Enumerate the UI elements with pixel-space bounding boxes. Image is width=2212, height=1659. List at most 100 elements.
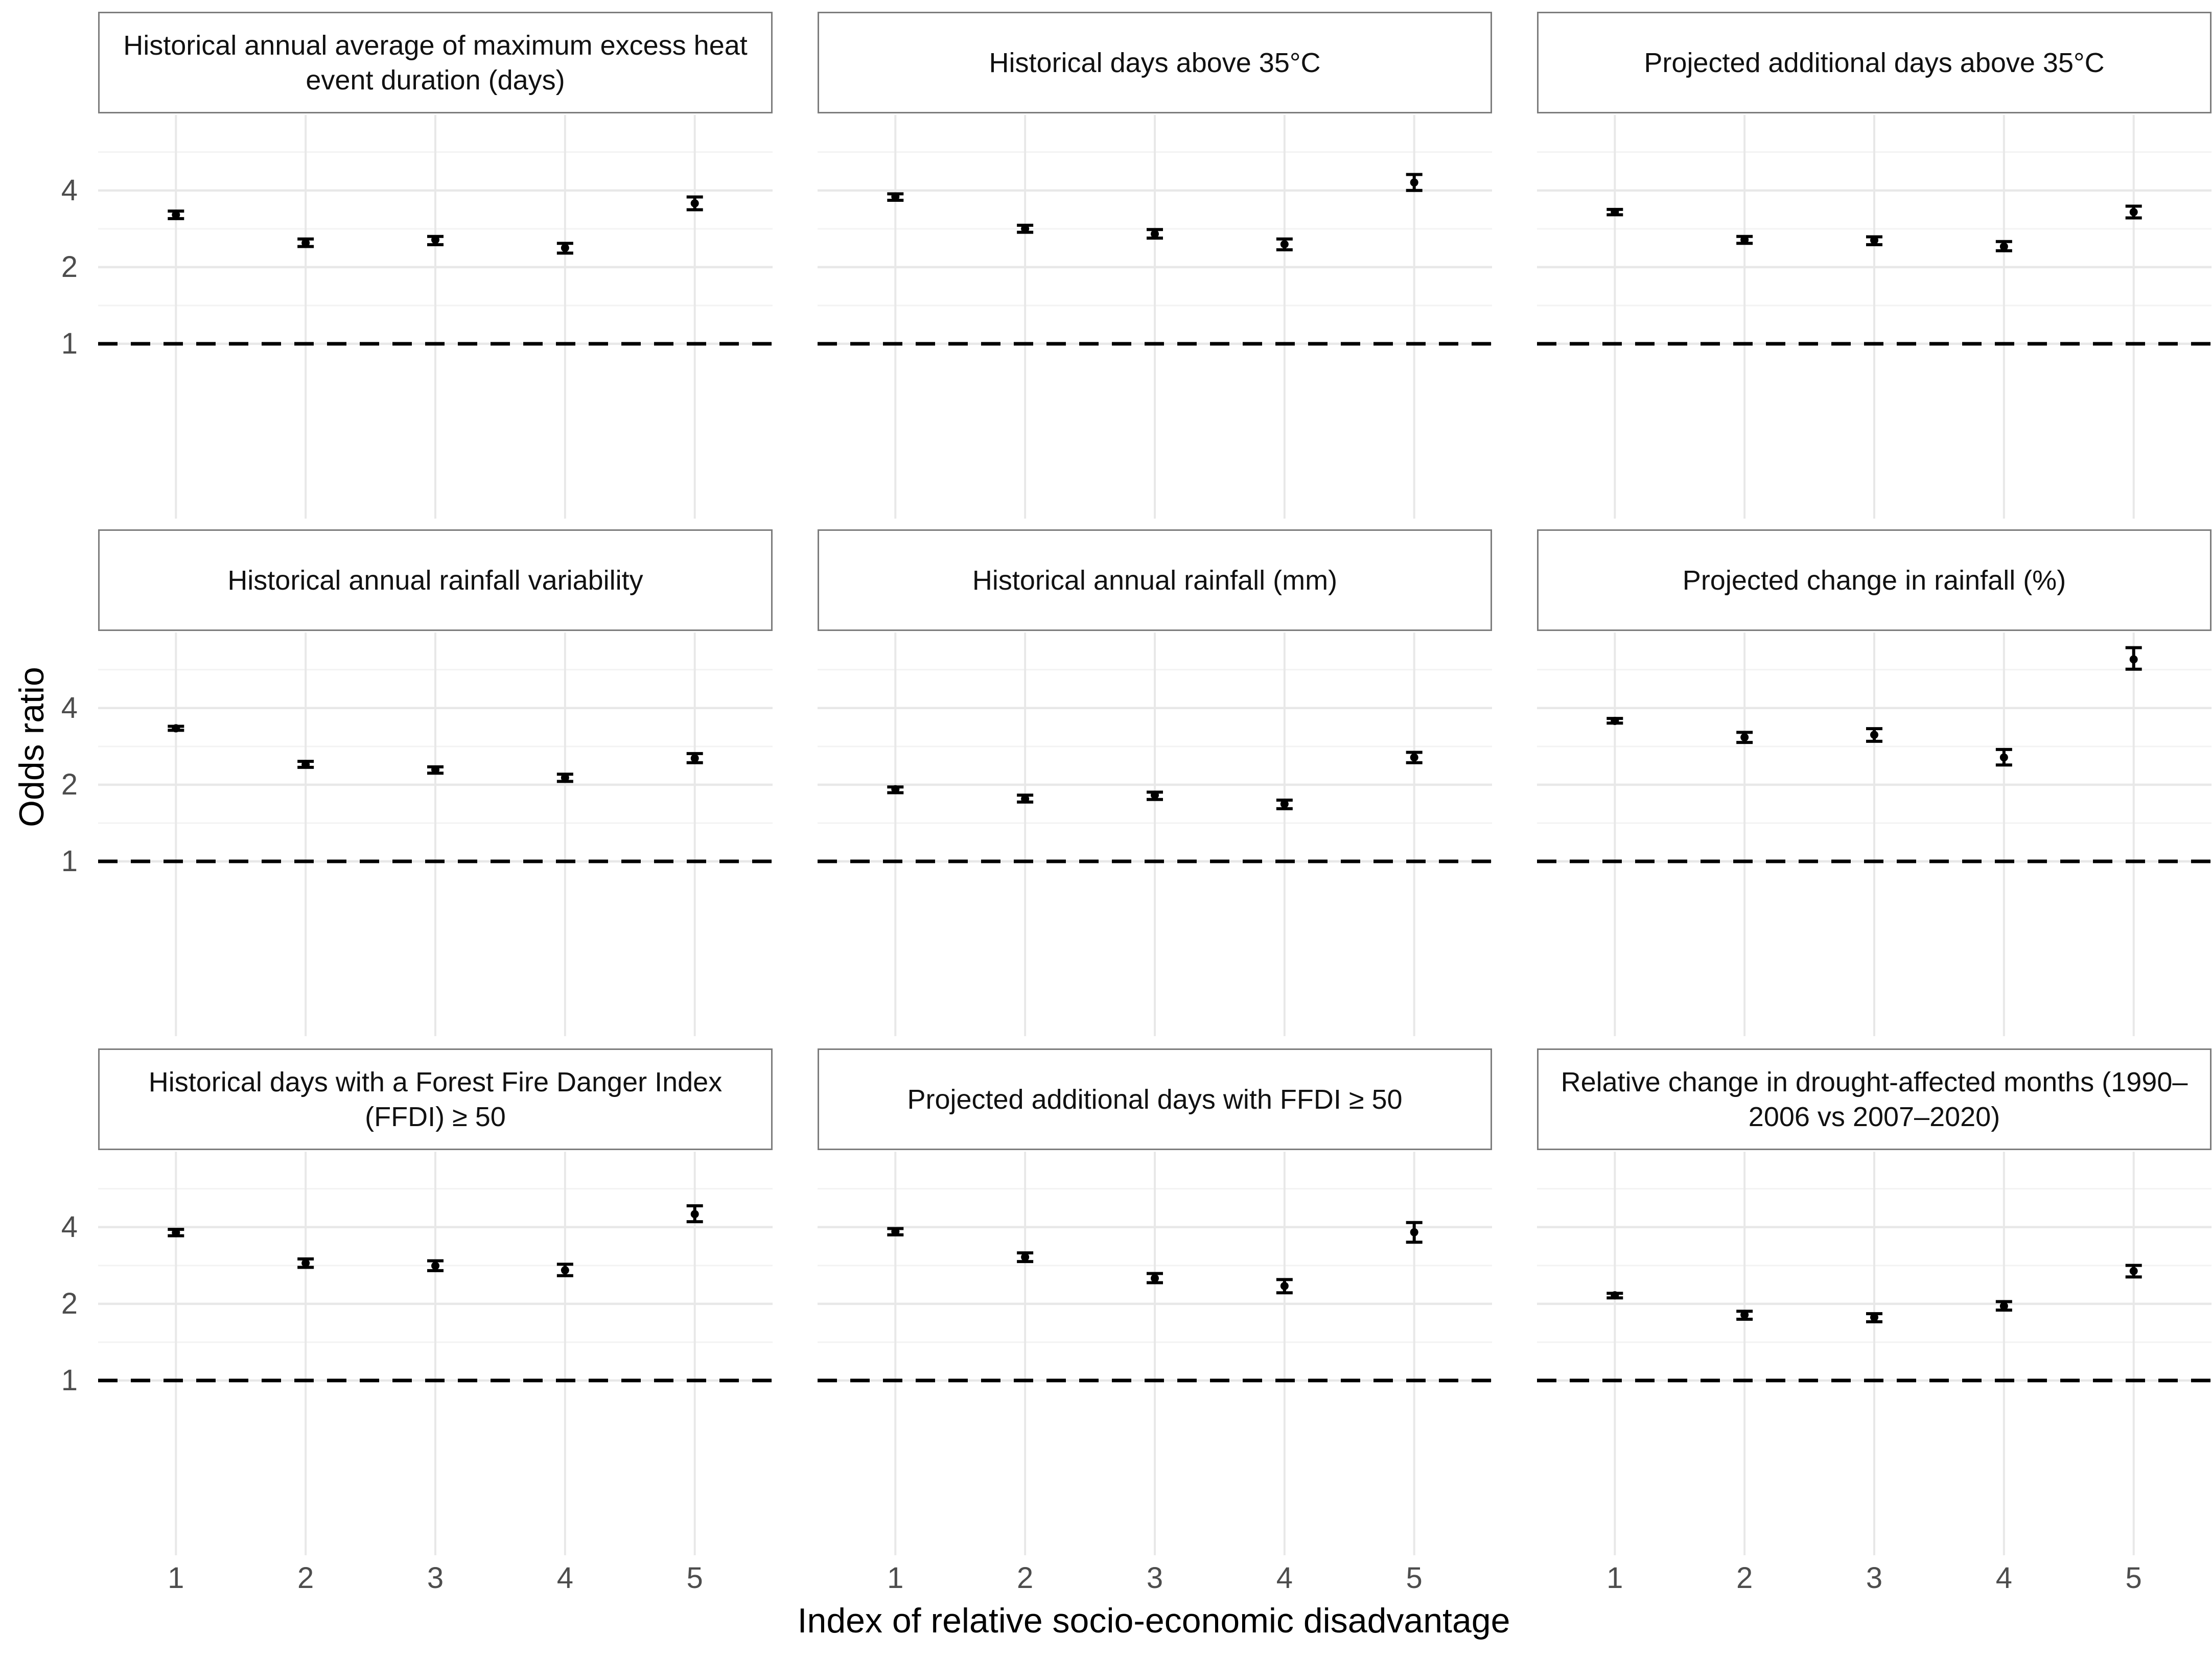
x-tick-label: 2 [1736,1561,1753,1595]
point-estimate [2129,1267,2138,1275]
x-tick-label: 5 [1406,1561,1423,1595]
point-estimate [2129,655,2138,664]
odds-ratio-point-group [2125,1264,2142,1279]
point-estimate [1999,753,2008,762]
facet-title: Historical annual average of maximum exc… [123,30,748,96]
odds-ratio-point-group [1995,1300,2012,1312]
odds-ratio-point-group [1017,793,1034,804]
point-estimate [2129,208,2138,217]
facet-title: Projected additional days with FFDI ≥ 50 [907,1084,1403,1115]
point-estimate [1870,1313,1878,1322]
point-estimate [1611,1291,1619,1300]
point-estimate [1021,795,1030,803]
x-tick-label: 3 [427,1561,444,1595]
facet-panel [818,633,1492,1036]
point-estimate [1021,224,1030,233]
odds-ratio-point-group [686,195,703,212]
odds-ratio-point-group [427,1259,444,1272]
y-tick-label: 2 [61,250,78,284]
point-estimate [1151,229,1159,238]
point-estimate [1611,208,1619,217]
point-estimate [431,765,439,774]
odds-ratio-point-group [1866,235,1882,246]
odds-ratio-point-group [427,235,444,246]
odds-ratio-point-group [1017,223,1034,234]
point-estimate [431,236,439,244]
facet-panel [98,1152,773,1555]
point-estimate [1740,1311,1749,1319]
odds-ratio-point-group [2125,646,2142,671]
facet-title: Historical days with a Forest Fire Dange… [148,1066,723,1132]
point-estimate [561,1266,569,1275]
odds-ratio-point-group [887,785,904,795]
point-estimate [172,724,180,733]
facet-title-strip: Projected additional days with FFDI ≥ 50 [818,1048,1492,1150]
odds-ratio-point-group [1606,207,1623,217]
odds-ratio-point-group [1866,1312,1882,1324]
odds-ratio-point-group [1606,1291,1623,1300]
odds-ratio-point-group [1147,790,1163,801]
facet-title-strip: Historical annual average of maximum exc… [98,12,773,113]
odds-ratio-point-group [887,192,904,202]
point-estimate [431,1261,439,1270]
odds-ratio-point-group [1406,1221,1423,1244]
x-tick-label: 3 [1866,1561,1883,1595]
point-estimate [1021,1253,1030,1261]
facet-panel [98,633,773,1036]
odds-ratio-point-group [556,1263,573,1277]
x-axis-title: Index of relative socio-economic disadva… [797,1601,1510,1640]
facet-title: Projected additional days above 35°C [1644,47,2105,78]
facet-title: Historical annual rainfall variability [227,565,643,596]
facet-panel [1537,633,2211,1036]
odds-ratio-point-group [1995,747,2012,767]
odds-ratio-point-group [1606,716,1623,725]
point-estimate [891,1227,900,1236]
y-tick-label: 4 [61,691,78,725]
point-estimate [172,1228,180,1237]
point-estimate [561,774,569,782]
point-estimate [301,1259,310,1268]
odds-ratio-point-group [168,1228,184,1237]
x-tick-label: 2 [297,1561,314,1595]
facet-title: Projected change in rainfall (%) [1682,565,2066,596]
point-estimate [1740,236,1749,244]
odds-ratio-point-group [556,773,573,783]
point-estimate [1870,731,1878,739]
odds-ratio-point-group [1736,1310,1753,1321]
facet-title-strip: Historical annual rainfall variability [98,529,773,631]
odds-ratio-point-group [887,1227,904,1236]
point-estimate [1999,1302,2008,1311]
odds-ratio-point-group [686,1204,703,1224]
facet-title-strip: Relative change in drought-affected mont… [1537,1048,2211,1150]
facet-title-strip: Historical days above 35°C [818,12,1492,113]
facet-title-strip: Projected change in rainfall (%) [1537,529,2211,631]
point-estimate [1611,716,1619,725]
y-tick-label: 1 [61,326,78,360]
odds-ratio-point-group [2125,204,2142,220]
facet-panel [98,115,773,519]
odds-ratio-point-group [1406,173,1423,192]
facet-panel [1537,115,2211,519]
odds-ratio-point-group [297,237,314,248]
point-estimate [1151,1274,1159,1282]
odds-ratio-point-group [1147,228,1163,240]
facet-title-strip: Historical annual rainfall (mm) [818,529,1492,631]
facet-title-strip: Historical days with a Forest Fire Dange… [98,1048,773,1150]
odds-ratio-point-group [1276,1278,1293,1295]
point-estimate [1280,240,1289,249]
point-estimate [1870,236,1878,245]
facet-panel [1537,1152,2211,1555]
y-tick-label: 4 [61,1210,78,1244]
point-estimate [690,754,699,763]
odds-ratio-point-group [168,209,184,220]
point-estimate [1280,800,1289,808]
point-estimate [690,199,699,207]
odds-ratio-point-group [686,752,703,764]
x-tick-label: 4 [556,1561,573,1595]
x-tick-label: 5 [2125,1561,2142,1595]
point-estimate [301,760,310,769]
point-estimate [561,244,569,252]
facet-title: Historical days above 35°C [989,47,1321,78]
point-estimate [1410,753,1418,762]
facet-panel [818,115,1492,519]
